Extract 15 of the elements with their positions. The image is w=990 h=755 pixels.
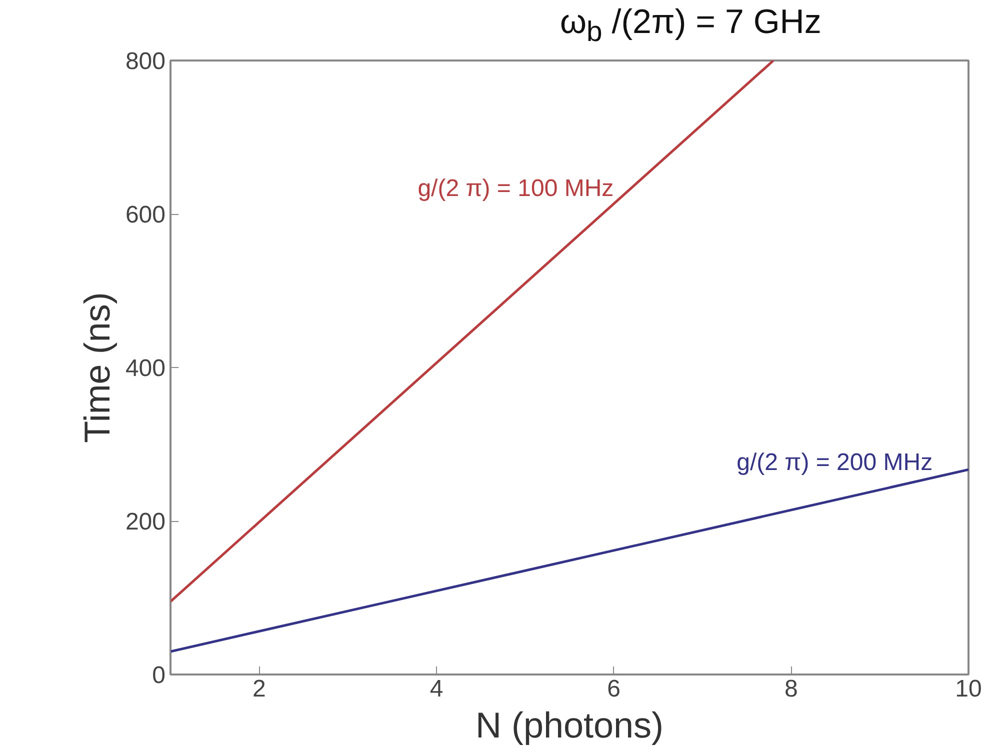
y-tick-label: 0: [152, 662, 166, 689]
y-axis-title: Time (ns): [76, 292, 118, 443]
series-label: g/(2 π) = 200 MHz: [736, 448, 933, 476]
y-tick-label: 400: [125, 355, 166, 382]
y-tick-label: 600: [125, 202, 166, 228]
chart-title: ω$_{b}$ /(2π) = 7 GHz: [560, 2, 822, 50]
x-tick-label: 4: [430, 676, 444, 702]
x-axis-title: N (photons): [475, 704, 664, 746]
series-label: g/(2 π) = 100 MHz: [418, 174, 614, 202]
x-tick-label: 10: [955, 676, 982, 702]
y-tick-label: 200: [125, 508, 166, 536]
x-tick-label: 2: [252, 676, 266, 702]
x-tick-label: 6: [607, 676, 621, 702]
x-tick-label: 8: [784, 676, 798, 702]
y-tick-label: 800: [125, 48, 166, 75]
